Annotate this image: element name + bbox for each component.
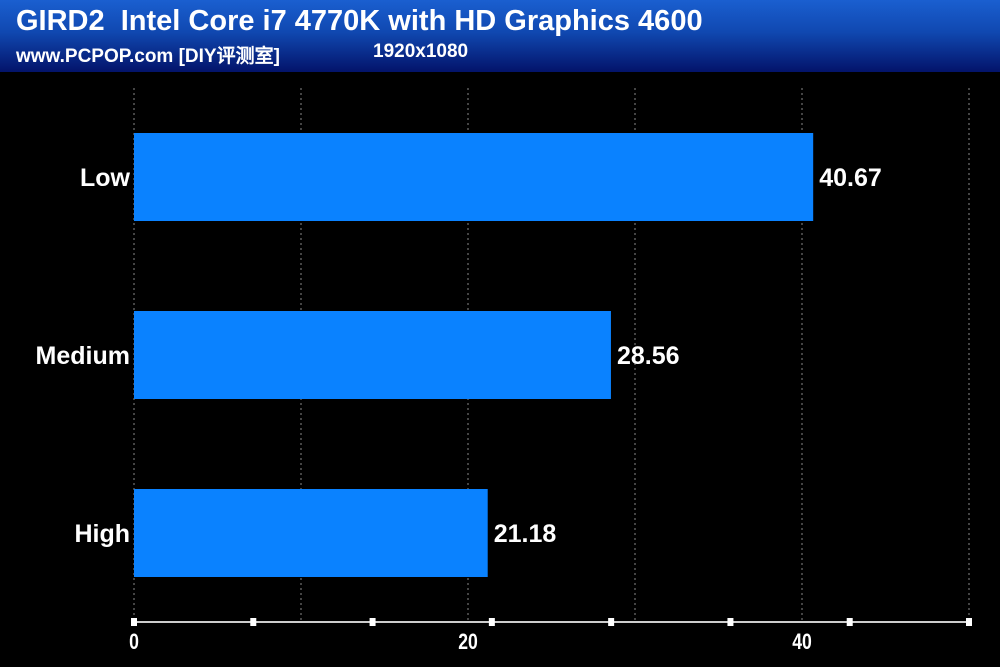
value-label: 28.56 [617,342,680,370]
bar-high [134,489,488,577]
axis-tick-marker [846,618,853,626]
resolution-label: 1920x1080 [373,41,469,62]
bar-low [134,133,814,221]
bar-medium [134,311,611,399]
axis-tick-marker [966,618,972,626]
category-label: High [74,520,130,548]
category-label: Medium [36,342,130,370]
chart-title: GIRD2 Intel Core i7 4770K with HD Graphi… [16,5,703,37]
x-tick-label: 0 [129,630,139,654]
x-tick-label: 40 [792,630,812,654]
axis-tick-marker [608,618,615,626]
category-label: Low [80,164,131,192]
value-label: 21.18 [494,520,557,548]
axis-tick-marker [250,618,257,626]
chart-subtitle: www.PCPOP.com [DIY评测室] [16,46,280,67]
value-label: 40.67 [819,164,882,192]
axis-tick-marker [488,618,495,626]
axis-tick-marker [369,618,376,626]
chart-header: GIRD2 Intel Core i7 4770K with HD Graphi… [0,0,1000,72]
axis-tick-marker [727,618,734,626]
x-tick-label: 20 [458,630,478,654]
axis-tick-marker [131,618,137,626]
